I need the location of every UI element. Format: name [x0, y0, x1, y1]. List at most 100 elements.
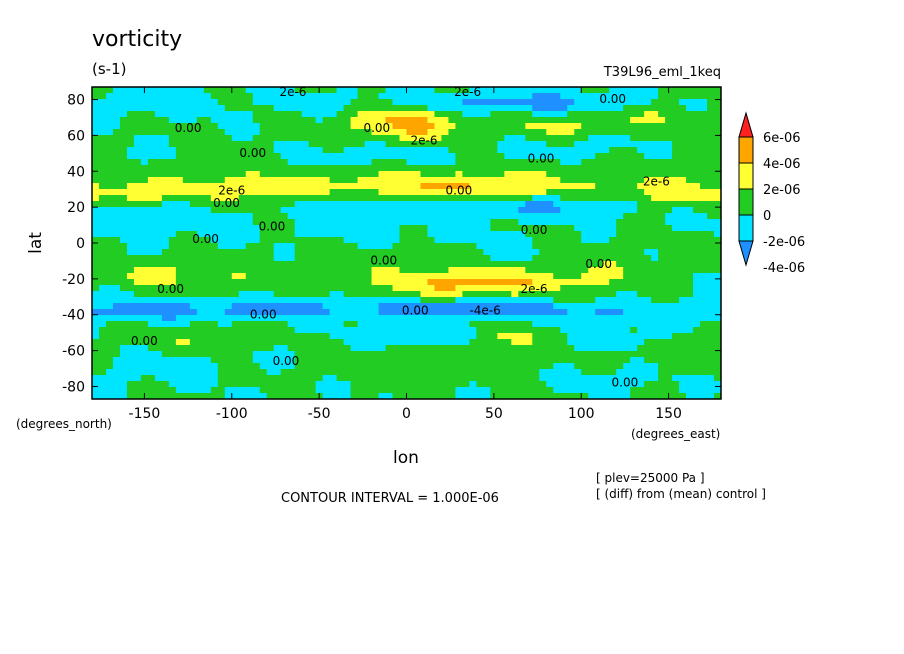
field-cell: [350, 117, 387, 124]
field-cell: [217, 369, 268, 376]
field-cell: [112, 363, 219, 370]
field-cell: [175, 339, 191, 346]
field-cell: [217, 321, 233, 328]
field-cell: [92, 357, 114, 364]
field-cell: [231, 321, 289, 328]
field-cell: [196, 117, 212, 124]
field-cell: [189, 201, 296, 208]
field-cell: [714, 231, 721, 238]
contour-label: 0.00: [192, 232, 219, 246]
vorticity-field: [92, 87, 721, 399]
field-cell: [707, 105, 721, 112]
field-cell: [637, 147, 673, 154]
field-cell: [602, 261, 617, 268]
field-cell: [294, 87, 338, 94]
field-cell: [357, 177, 561, 184]
field-cell: [595, 183, 638, 190]
field-cell: [581, 273, 624, 280]
field-cell: [161, 249, 275, 256]
field-cell: [707, 213, 721, 220]
field-cell: [329, 333, 477, 340]
field-cell: [273, 147, 324, 154]
field-cell: [280, 153, 457, 160]
field-cell: [700, 183, 721, 190]
field-cell: [378, 309, 568, 316]
field-cell: [92, 171, 247, 178]
field-cell: [567, 339, 645, 346]
field-cell: [658, 255, 721, 262]
field-cell: [294, 231, 401, 238]
field-cell: [658, 87, 721, 94]
contour-label: -4e-6: [469, 304, 500, 318]
colorbar: 6e-06 4e-06 2e-06 0 -2e-06 -4e-06: [738, 111, 805, 276]
field-cell: [511, 291, 519, 298]
field-cell: [378, 393, 394, 399]
field-cell: [161, 315, 177, 322]
field-cell: [294, 201, 526, 208]
field-cell: [553, 297, 596, 304]
contour-label: 2e-6: [454, 85, 481, 99]
field-cell: [490, 225, 575, 232]
field-cell: [392, 123, 436, 130]
field-cell: [357, 87, 387, 94]
contour-label: 0.00: [446, 184, 473, 198]
field-cell: [378, 93, 533, 100]
field-cell: [637, 291, 694, 298]
field-cell: [448, 129, 547, 136]
field-cell: [427, 231, 526, 238]
field-cell: [252, 135, 401, 142]
field-cell: [168, 117, 198, 124]
field-cell: [119, 117, 170, 124]
field-cell: [322, 303, 380, 310]
field-cell: [567, 333, 673, 340]
field-cell: [92, 153, 128, 160]
field-cell: [92, 267, 135, 274]
field-cell: [210, 117, 254, 124]
field-cell: [581, 231, 617, 238]
field-cell: [462, 171, 505, 178]
field-cell: [287, 345, 352, 352]
field-cell: [105, 369, 219, 376]
field-cell: [497, 147, 610, 154]
field-cell: [693, 207, 721, 214]
field-cell: [92, 297, 422, 304]
field-cell: [490, 387, 554, 394]
field-cell: [92, 279, 135, 286]
field-cell: [224, 129, 261, 136]
field-cell: [224, 309, 331, 316]
field-cell: [651, 255, 659, 262]
field-cell: [315, 117, 324, 124]
field-cell: [252, 351, 296, 358]
contour-label: 0.00: [599, 92, 626, 106]
field-cell: [329, 177, 359, 184]
field-cell: [126, 393, 226, 399]
field-cell: [532, 195, 561, 202]
field-cell: [616, 231, 715, 238]
field-cell: [252, 111, 303, 118]
field-cell: [126, 249, 163, 256]
field-cell: [294, 243, 359, 250]
field-cell: [189, 321, 219, 328]
field-cell: [476, 333, 498, 340]
field-cell: [574, 363, 624, 370]
field-cell: [329, 291, 345, 298]
colorbar-label: 4e-06: [763, 157, 801, 172]
field-cell: [92, 369, 107, 376]
field-cell: [574, 99, 652, 106]
y-tick-label: 20: [67, 200, 85, 216]
field-cell: [637, 327, 694, 334]
field-cell: [315, 387, 352, 394]
field-cell: [399, 267, 450, 274]
y-tick-label: 80: [67, 93, 85, 109]
field-cell: [92, 213, 254, 220]
field-cell: [574, 345, 638, 352]
field-cell: [175, 279, 373, 286]
field-cell: [651, 195, 721, 202]
field-cell: [567, 111, 645, 118]
field-cell: [294, 363, 554, 370]
field-cell: [427, 279, 533, 286]
colorbar-segment: [738, 136, 754, 164]
field-cell: [92, 291, 135, 298]
field-cell: [581, 123, 721, 130]
field-cell: [420, 183, 470, 190]
